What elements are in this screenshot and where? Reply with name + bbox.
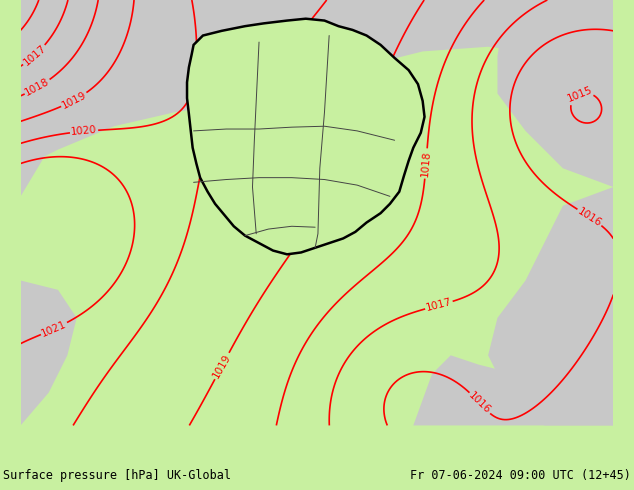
Text: Fr 07-06-2024 09:00 UTC (12+45): Fr 07-06-2024 09:00 UTC (12+45): [410, 469, 631, 482]
Polygon shape: [498, 0, 613, 187]
Text: 1020: 1020: [231, 79, 257, 104]
Text: 1016: 1016: [576, 206, 604, 228]
Polygon shape: [20, 280, 77, 425]
Polygon shape: [488, 187, 613, 425]
Text: 1021: 1021: [40, 319, 68, 339]
Text: 1018: 1018: [23, 76, 51, 98]
Text: 1016: 1016: [467, 391, 493, 416]
Text: 1019: 1019: [60, 90, 88, 111]
Text: 1015: 1015: [566, 85, 594, 104]
Polygon shape: [20, 0, 613, 168]
Polygon shape: [413, 355, 613, 425]
Polygon shape: [20, 0, 77, 196]
Text: 1018: 1018: [420, 150, 432, 177]
Text: 1017: 1017: [425, 297, 453, 313]
Text: 1017: 1017: [21, 43, 48, 68]
Text: 1019: 1019: [211, 352, 233, 380]
Text: 1020: 1020: [70, 125, 98, 137]
Text: Surface pressure [hPa] UK-Global: Surface pressure [hPa] UK-Global: [3, 469, 231, 482]
Polygon shape: [187, 19, 425, 254]
